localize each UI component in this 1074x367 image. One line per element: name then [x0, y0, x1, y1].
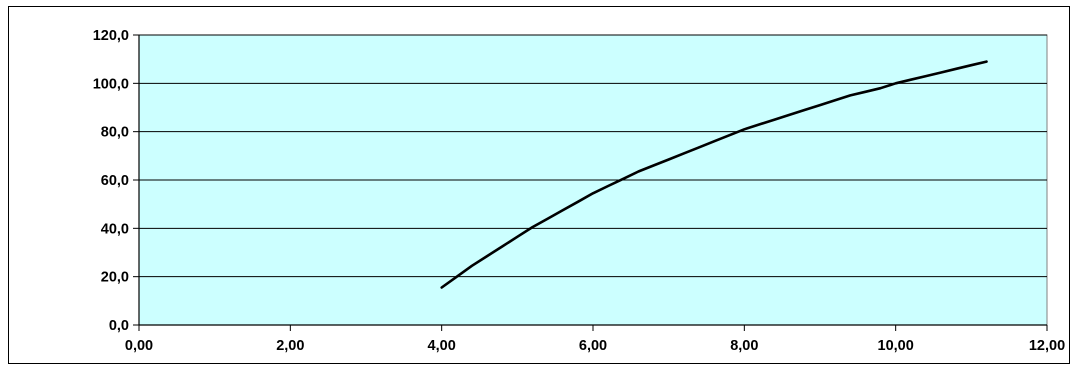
- data-point-0-35: [970, 64, 973, 67]
- data-point-0-10: [592, 192, 594, 195]
- data-point-0-4: [501, 245, 504, 248]
- data-point-0-15: [667, 158, 670, 161]
- data-point-0-22: [773, 118, 776, 121]
- data-point-0-33: [940, 71, 942, 74]
- data-point-0-7: [546, 217, 549, 220]
- data-point-0-2: [471, 264, 473, 267]
- line-chart: 0,0 20,0 40,0 60,0 80,0 100,0 120,0 0,00 2,00 4,0…: [93, 28, 1065, 354]
- data-point-0-19: [728, 134, 730, 137]
- y-tick-label-0: 0,0: [109, 318, 129, 334]
- data-point-0-11: [607, 185, 609, 187]
- data-point-0-16: [683, 152, 685, 155]
- data-point-0-1: [456, 275, 458, 278]
- x-tick-label-0: 0,00: [125, 338, 153, 354]
- data-point-0-20: [743, 128, 746, 131]
- data-point-0-36: [985, 60, 988, 63]
- data-point-0-31: [910, 78, 912, 81]
- y-tick-label-6: 120,0: [93, 28, 129, 44]
- data-point-0-28: [864, 90, 867, 93]
- data-point-0-8: [561, 209, 564, 212]
- x-tick-label-6: 12,00: [1029, 338, 1065, 354]
- x-tick-label-2: 4,00: [428, 338, 456, 354]
- data-point-0-17: [698, 146, 700, 149]
- data-point-0-25: [819, 104, 821, 106]
- data-point-0-9: [577, 200, 579, 203]
- data-point-0-13: [637, 170, 640, 173]
- data-point-0-14: [652, 164, 655, 167]
- data-point-0-12: [622, 177, 625, 180]
- data-point-0-21: [758, 123, 761, 126]
- x-tick-label-4: 8,00: [730, 338, 758, 354]
- data-point-0-27: [849, 94, 852, 97]
- x-tick-label-5: 10,00: [878, 338, 914, 354]
- data-point-0-0: [440, 286, 443, 289]
- y-tick-label-5: 100,0: [93, 76, 129, 92]
- data-point-0-29: [879, 87, 882, 89]
- data-point-0-6: [531, 226, 534, 228]
- x-tick-label-1: 2,00: [276, 338, 304, 354]
- data-point-0-5: [516, 235, 519, 238]
- y-tick-label-1: 20,0: [101, 270, 129, 286]
- data-point-0-18: [713, 140, 715, 143]
- data-point-0-34: [955, 68, 957, 70]
- data-point-0-30: [894, 82, 897, 85]
- data-point-0-3: [486, 255, 488, 257]
- chart-frame: 0,0 20,0 40,0 60,0 80,0 100,0 120,0 0,00 2,00 4,0…: [8, 6, 1070, 364]
- y-tick-label-2: 40,0: [101, 221, 129, 237]
- data-point-0-24: [804, 109, 806, 111]
- data-point-0-32: [925, 75, 927, 77]
- x-tick-label-3: 6,00: [579, 338, 607, 354]
- y-tick-label-3: 60,0: [101, 173, 129, 189]
- data-point-0-23: [788, 113, 791, 116]
- data-point-0-26: [834, 99, 836, 102]
- y-tick-label-4: 80,0: [101, 125, 129, 141]
